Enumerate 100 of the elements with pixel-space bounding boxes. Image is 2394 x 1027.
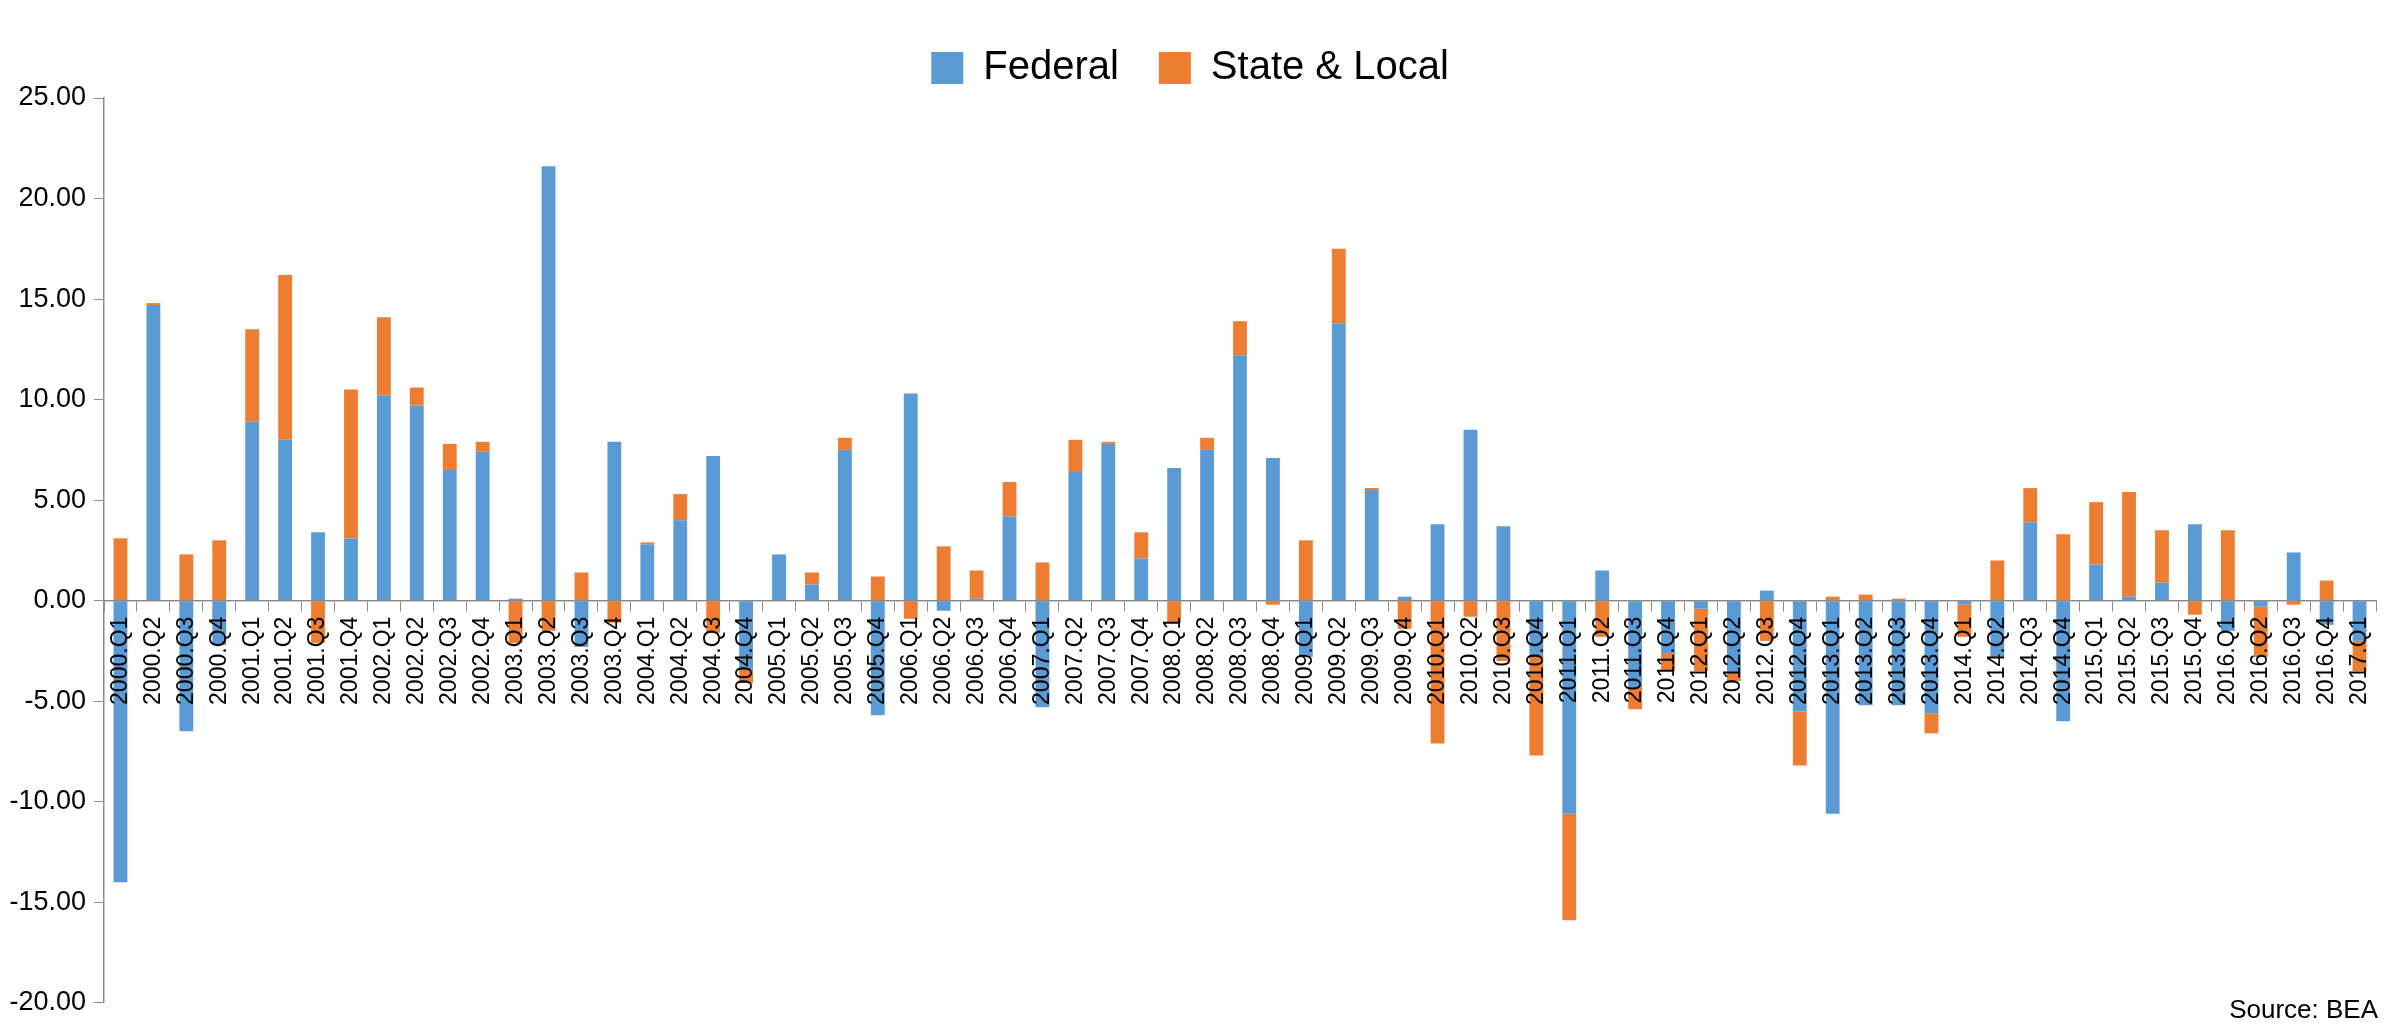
bar (640, 542, 655, 545)
bar (1233, 321, 1247, 356)
x-tick-label: 2015.Q3 (2147, 616, 2174, 705)
y-tick-label: 15.00 (18, 282, 86, 313)
bar (673, 520, 688, 601)
bar (936, 546, 951, 601)
x-tick-label: 2004.Q1 (632, 616, 659, 705)
bar (1463, 601, 1478, 617)
bar (2023, 488, 2038, 523)
bar (2056, 534, 2071, 601)
bar (2089, 502, 2104, 565)
x-tick-label: 2010.Q2 (1455, 616, 1482, 705)
x-tick-label: 2014.Q3 (2015, 616, 2042, 705)
x-tick-label: 2015.Q2 (2114, 616, 2141, 705)
x-tick-label: 2001.Q4 (336, 616, 363, 705)
bar (1068, 471, 1083, 601)
legend-label: State & Local (1210, 43, 1449, 88)
y-tick-label: -15.00 (9, 885, 86, 916)
x-tick-label: 2015.Q1 (2081, 616, 2108, 705)
bar (1134, 532, 1149, 559)
x-tick-label: 2011.Q2 (1587, 616, 1614, 704)
x-tick-label: 2013.Q2 (1850, 616, 1877, 705)
bar (1233, 355, 1247, 601)
x-tick-label: 2008.Q2 (1192, 616, 1219, 705)
bar (113, 538, 128, 601)
x-tick-label: 2002.Q2 (402, 616, 429, 705)
y-tick-label: 5.00 (33, 483, 86, 514)
bar (2089, 564, 2104, 601)
bar (1694, 601, 1708, 609)
x-tick-label: 2014.Q4 (2048, 616, 2075, 705)
bar (837, 449, 852, 601)
bar (2155, 530, 2169, 583)
bar (1562, 813, 1577, 921)
bar (837, 437, 852, 450)
bar (673, 494, 688, 521)
x-tick-label: 2013.Q3 (1883, 616, 1910, 705)
bar (409, 405, 424, 601)
x-tick-label: 2016.Q2 (2246, 616, 2273, 705)
bar (1002, 482, 1017, 517)
bar (442, 469, 457, 601)
annotation: Source: BEA (2229, 994, 2378, 1025)
bar (1496, 526, 1511, 601)
bar (903, 393, 918, 601)
bar (1002, 516, 1017, 601)
x-tick-label: 2012.Q2 (1719, 616, 1746, 705)
bar (442, 443, 457, 470)
bar (574, 572, 589, 601)
bar (1101, 443, 1116, 601)
x-tick-label: 2011.Q4 (1653, 616, 1680, 704)
x-tick-label: 2004.Q4 (731, 616, 758, 705)
bar (1792, 711, 1807, 766)
x-tick-label: 2012.Q4 (1785, 616, 1812, 705)
bar (146, 305, 161, 601)
bar (805, 572, 819, 585)
x-tick-label: 2000.Q3 (171, 616, 198, 705)
x-tick-label: 2013.Q1 (1818, 616, 1845, 705)
bar (212, 540, 227, 601)
bar (376, 395, 391, 601)
bar (278, 274, 293, 440)
bar (640, 544, 655, 601)
x-tick-label: 2006.Q4 (994, 616, 1021, 705)
bar (1430, 524, 1445, 601)
bar (1364, 488, 1379, 491)
bar (2122, 492, 2136, 597)
x-tick-label: 2009.Q3 (1357, 616, 1384, 705)
bar (311, 532, 325, 601)
x-tick-label: 2006.Q2 (929, 616, 955, 705)
x-tick-label: 2010.Q1 (1422, 616, 1449, 705)
x-tick-label: 2012.Q3 (1752, 616, 1779, 705)
bar (1298, 540, 1313, 601)
x-tick-label: 2007.Q2 (1060, 616, 1087, 705)
x-tick-label: 2008.Q3 (1225, 616, 1252, 705)
x-tick-label: 2012.Q1 (1686, 616, 1713, 705)
x-tick-label: 2007.Q3 (1093, 616, 1120, 705)
bar (1035, 562, 1050, 601)
x-tick-label: 2007.Q4 (1126, 616, 1153, 705)
bar (1759, 590, 1774, 601)
bar (1200, 449, 1214, 601)
x-tick-label: 2017.Q1 (2344, 616, 2371, 705)
bar (179, 554, 194, 601)
x-tick-label: 2008.Q4 (1258, 616, 1285, 705)
bar (278, 439, 293, 601)
bar (541, 166, 556, 601)
bar (805, 584, 819, 601)
y-tick-label: -20.00 (9, 986, 86, 1017)
bar (2155, 582, 2169, 601)
x-tick-label: 2007.Q1 (1027, 616, 1054, 705)
x-tick-label: 2010.Q3 (1488, 616, 1515, 705)
y-tick-label: -10.00 (9, 785, 86, 816)
bar (2220, 530, 2235, 601)
bar (2187, 601, 2202, 615)
y-tick-label: 20.00 (18, 181, 86, 212)
x-tick-label: 2008.Q1 (1159, 616, 1186, 705)
x-tick-label: 2005.Q3 (830, 616, 857, 705)
x-tick-label: 2009.Q2 (1324, 616, 1351, 705)
x-tick-label: 2005.Q1 (764, 616, 791, 705)
bar (1200, 437, 1214, 450)
x-tick-label: 2000.Q1 (105, 616, 132, 705)
x-tick-label: 2009.Q4 (1389, 616, 1416, 705)
x-tick-label: 2002.Q3 (435, 616, 462, 705)
